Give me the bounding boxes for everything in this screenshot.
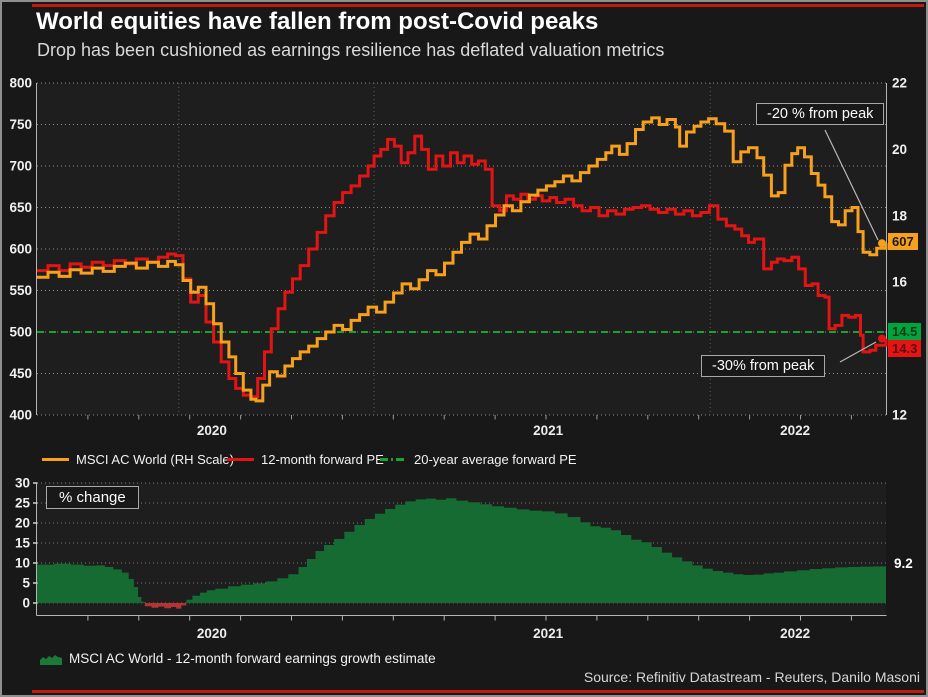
axis-tick-label: 2020 bbox=[197, 626, 227, 641]
axis-tick-label: 2022 bbox=[780, 423, 810, 438]
avg-pe-value-chip: 14.5 bbox=[888, 323, 922, 340]
pe-end-dot bbox=[878, 334, 886, 343]
legend-label-pe: 12-month forward PE bbox=[261, 451, 384, 467]
axis-tick-label: 750 bbox=[9, 117, 32, 132]
axis-tick-label: 400 bbox=[9, 408, 32, 423]
annotation-minus30-from-peak: -30% from peak bbox=[701, 355, 826, 377]
axis-tick-label: 30 bbox=[15, 476, 30, 491]
axis-tick-label: 600 bbox=[9, 242, 32, 257]
axis-tick-label: 800 bbox=[9, 76, 32, 91]
axis-tick-label: 20 bbox=[15, 516, 30, 531]
axis-tick-label: 20 bbox=[892, 142, 907, 157]
msci-line bbox=[37, 116, 888, 403]
axis-tick-label: 18 bbox=[892, 208, 908, 223]
top-chart: 8007507006506005505004504002220181614122… bbox=[9, 76, 907, 439]
leader-line-20pct bbox=[824, 129, 879, 241]
source-note: Source: Refinitiv Datastream - Reuters, … bbox=[583, 669, 920, 685]
axis-tick-label: 22 bbox=[892, 76, 907, 91]
msci-end-dot bbox=[878, 239, 886, 248]
axis-tick-label: 700 bbox=[9, 159, 32, 174]
axis-tick-label: 16 bbox=[892, 275, 908, 290]
earnings-last-value-label: 9.2 bbox=[894, 556, 913, 571]
axis-tick-label: 15 bbox=[15, 536, 31, 551]
axis-tick-label: 10 bbox=[15, 556, 30, 571]
pe-line-swatch-icon bbox=[227, 457, 254, 461]
annotation-minus20-from-peak: -20 % from peak bbox=[756, 103, 885, 125]
avg-pe-dash-swatch-icon bbox=[380, 457, 407, 461]
leader-line-30pct bbox=[839, 341, 877, 363]
legend-item-pe: 12-month forward PE bbox=[227, 450, 384, 468]
pe-last-value-chip: 14.3 bbox=[888, 340, 922, 357]
axis-tick-label: 5 bbox=[22, 576, 30, 591]
axis-tick-label: 650 bbox=[9, 200, 32, 215]
axis-tick-label: 500 bbox=[9, 325, 32, 340]
page-subtitle: Drop has been cushioned as earnings resi… bbox=[37, 40, 665, 60]
axis-tick-label: 2021 bbox=[533, 626, 564, 641]
bottom-red-rule bbox=[32, 690, 924, 693]
axis-tick-label: 2021 bbox=[533, 423, 564, 438]
axis-tick-label: 550 bbox=[9, 283, 32, 298]
axis-tick-label: 12 bbox=[892, 408, 907, 423]
axis-tick-label: 2020 bbox=[197, 423, 227, 438]
percent-change-axis-label: % change bbox=[46, 486, 139, 509]
pe-line bbox=[37, 134, 888, 399]
earnings-growth-area bbox=[37, 498, 886, 603]
legend-item-earnings-growth: MSCI AC World - 12-month forward earning… bbox=[40, 651, 436, 666]
msci-last-value-chip: 607 bbox=[888, 233, 918, 250]
page-title: World equities have fallen from post-Cov… bbox=[36, 8, 599, 35]
bottom-chart: 30 25 20 15 10 5 0 2020 2021 2022 bbox=[15, 476, 887, 641]
axis-tick-label: 0 bbox=[22, 596, 30, 611]
legend-item-msci: MSCI AC World (RH Scale) bbox=[42, 450, 234, 468]
axis-tick-label: 450 bbox=[9, 366, 32, 381]
legend-item-avg-pe: 20-year average forward PE bbox=[380, 450, 577, 468]
earnings-area-swatch-icon bbox=[40, 655, 62, 665]
legend-label-msci: MSCI AC World (RH Scale) bbox=[76, 451, 234, 467]
msci-line-swatch-icon bbox=[42, 457, 69, 461]
top-red-rule bbox=[32, 4, 924, 7]
axis-tick-label: 25 bbox=[15, 496, 31, 511]
legend-label-earnings-growth: MSCI AC World - 12-month forward earning… bbox=[69, 651, 436, 666]
axis-tick-label: 2022 bbox=[780, 626, 810, 641]
legend-label-avg-pe: 20-year average forward PE bbox=[414, 451, 577, 467]
